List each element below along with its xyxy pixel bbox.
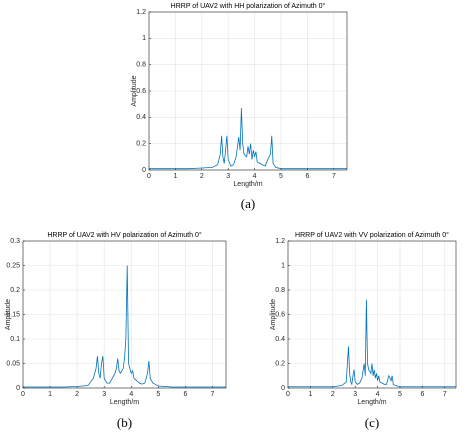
y-tick-label: 0.2 [136, 141, 146, 148]
y-tick-label: 0.4 [275, 336, 285, 343]
y-tick-label: 0.15 [6, 311, 20, 318]
y-axis-label: Amplitude [131, 75, 138, 106]
y-tick-label: 0 [281, 385, 285, 392]
x-tick-label: 4 [376, 391, 380, 398]
y-tick-label: 0.6 [275, 311, 285, 318]
x-tick-label: 1 [173, 173, 177, 180]
y-tick-label: 0.2 [10, 287, 20, 294]
chart-title: HRRP of UAV2 with HV polarization of Azi… [47, 231, 201, 239]
x-tick-label: 4 [129, 391, 133, 398]
chart-title: HRRP of UAV2 with HH polarization of Azi… [171, 2, 326, 10]
y-tick-label: 1 [281, 262, 285, 269]
x-tick-label: 6 [305, 173, 309, 180]
y-tick-label: 0.8 [275, 287, 285, 294]
y-tick-label: 0 [142, 167, 146, 174]
x-axis-label: Length/m [357, 399, 386, 406]
x-axis-label: Length/m [233, 181, 262, 188]
x-tick-label: 2 [331, 391, 335, 398]
data-line [149, 108, 347, 170]
x-tick-label: 6 [183, 391, 187, 398]
caption: (a) [241, 196, 255, 211]
x-tick-label: 1 [48, 391, 52, 398]
data-line [23, 265, 226, 388]
x-tick-label: 0 [147, 173, 151, 180]
x-tick-label: 5 [398, 391, 402, 398]
x-axis-label: Length/m [110, 399, 139, 406]
y-axis-label: Amplitude [270, 299, 277, 330]
y-tick-label: 0.05 [6, 360, 20, 367]
y-tick-label: 0 [16, 385, 20, 392]
x-tick-label: 2 [200, 173, 204, 180]
x-tick-label: 5 [156, 391, 160, 398]
x-tick-label: 2 [75, 391, 79, 398]
y-tick-label: 1 [142, 35, 146, 42]
y-tick-label: 0.25 [6, 262, 20, 269]
axes-frame [287, 240, 457, 389]
x-tick-label: 1 [308, 391, 312, 398]
x-tick-label: 0 [286, 391, 290, 398]
data-line [288, 299, 456, 388]
x-tick-label: 6 [420, 391, 424, 398]
x-tick-label: 7 [211, 391, 215, 398]
x-tick-label: 7 [443, 391, 447, 398]
x-tick-label: 5 [279, 173, 283, 180]
axes-frame [22, 240, 227, 389]
y-axis-label: Amplitude [5, 299, 12, 330]
y-tick-label: 0.4 [136, 114, 146, 121]
caption: (c) [365, 415, 379, 430]
x-tick-label: 4 [253, 173, 257, 180]
caption: (b) [117, 415, 132, 430]
axes-frame [148, 11, 348, 171]
y-tick-label: 0.6 [136, 88, 146, 95]
x-tick-label: 0 [21, 391, 25, 398]
x-tick-label: 3 [353, 391, 357, 398]
y-tick-label: 0.3 [10, 238, 20, 245]
x-tick-label: 7 [332, 173, 336, 180]
y-tick-label: 0.2 [275, 360, 285, 367]
y-tick-label: 0.1 [10, 336, 20, 343]
y-tick-label: 1.2 [275, 238, 285, 245]
y-tick-label: 0.8 [136, 62, 146, 69]
y-tick-label: 1.2 [136, 9, 146, 16]
x-tick-label: 3 [226, 173, 230, 180]
x-tick-label: 3 [102, 391, 106, 398]
chart-title: HRRP of UAV2 with VV polarization of Azi… [295, 231, 449, 239]
